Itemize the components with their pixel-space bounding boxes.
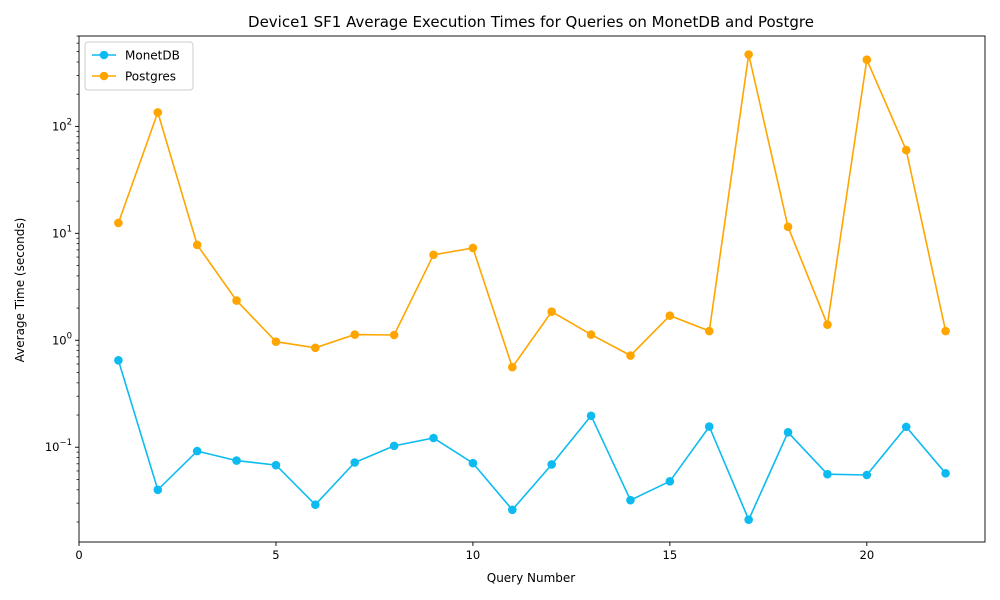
data-point-monetdb xyxy=(626,495,635,505)
data-point-postgres xyxy=(271,337,281,346)
y-tick-label: 102 xyxy=(52,117,72,133)
y-tick-label: 100 xyxy=(52,331,72,347)
data-point-monetdb xyxy=(508,505,517,515)
data-point-monetdb xyxy=(665,477,675,486)
data-point-monetdb xyxy=(153,485,163,495)
x-tick-label: 5 xyxy=(272,548,279,562)
data-point-monetdb xyxy=(192,446,202,456)
data-point-monetdb xyxy=(823,469,832,479)
data-point-postgres xyxy=(704,326,714,336)
y-tick-label: 10−1 xyxy=(45,438,72,454)
data-point-postgres xyxy=(823,320,832,329)
data-point-monetdb xyxy=(389,441,399,451)
data-point-postgres xyxy=(232,296,241,305)
data-point-postgres xyxy=(468,243,478,253)
legend-label-postgres: Postgres xyxy=(125,70,176,84)
data-point-monetdb xyxy=(901,422,911,432)
data-point-monetdb xyxy=(114,355,123,365)
chart-title: Device1 SF1 Average Execution Times for … xyxy=(248,13,814,31)
data-point-postgres xyxy=(941,326,950,336)
x-tick-label: 20 xyxy=(860,548,875,562)
series-line-monetdb xyxy=(117,360,947,522)
data-point-monetdb xyxy=(547,460,556,469)
data-point-postgres xyxy=(901,145,911,155)
x-tick-label: 15 xyxy=(663,548,678,562)
data-point-monetdb xyxy=(862,470,872,480)
x-axis-label: Query Number xyxy=(487,571,576,585)
y-tick-label: 101 xyxy=(52,224,72,240)
y-axis-label: Average Time (seconds) xyxy=(13,218,27,363)
data-point-postgres xyxy=(626,351,635,360)
x-tick-label: 0 xyxy=(75,548,82,562)
data-point-postgres xyxy=(862,55,872,65)
data-point-monetdb xyxy=(744,515,753,525)
data-point-postgres xyxy=(547,307,556,317)
data-point-monetdb xyxy=(783,427,793,437)
data-point-postgres xyxy=(350,330,360,339)
data-point-postgres xyxy=(783,222,793,232)
data-point-monetdb xyxy=(586,411,596,421)
data-point-monetdb xyxy=(232,456,241,465)
legend-marker-monetdb xyxy=(99,50,109,60)
data-point-postgres xyxy=(114,218,123,228)
data-point-postgres xyxy=(508,362,517,372)
legend-label-monetdb: MonetDB xyxy=(125,49,180,63)
data-point-monetdb xyxy=(350,458,360,467)
data-point-postgres xyxy=(429,250,438,260)
plot-area xyxy=(114,50,950,525)
data-point-postgres xyxy=(389,330,399,340)
data-point-postgres xyxy=(311,343,320,353)
data-point-postgres xyxy=(153,108,163,117)
legend-marker-postgres xyxy=(99,71,109,81)
legend-box xyxy=(84,41,194,91)
x-tick-label: 10 xyxy=(466,548,481,562)
data-point-monetdb xyxy=(704,422,714,431)
data-point-monetdb xyxy=(311,500,320,510)
data-point-postgres xyxy=(744,50,753,59)
series-line-postgres xyxy=(117,54,947,369)
plot-frame xyxy=(78,35,986,543)
data-point-monetdb xyxy=(468,458,478,468)
legend: MonetDB Postgres xyxy=(84,41,194,91)
axes: 0 5 10 15 20 10−1 100 101 102 xyxy=(45,35,986,562)
data-point-monetdb xyxy=(941,469,950,478)
data-point-monetdb xyxy=(429,433,438,443)
data-point-postgres xyxy=(192,240,202,250)
data-point-monetdb xyxy=(271,460,281,470)
data-point-postgres xyxy=(586,330,596,339)
data-point-postgres xyxy=(665,311,675,320)
